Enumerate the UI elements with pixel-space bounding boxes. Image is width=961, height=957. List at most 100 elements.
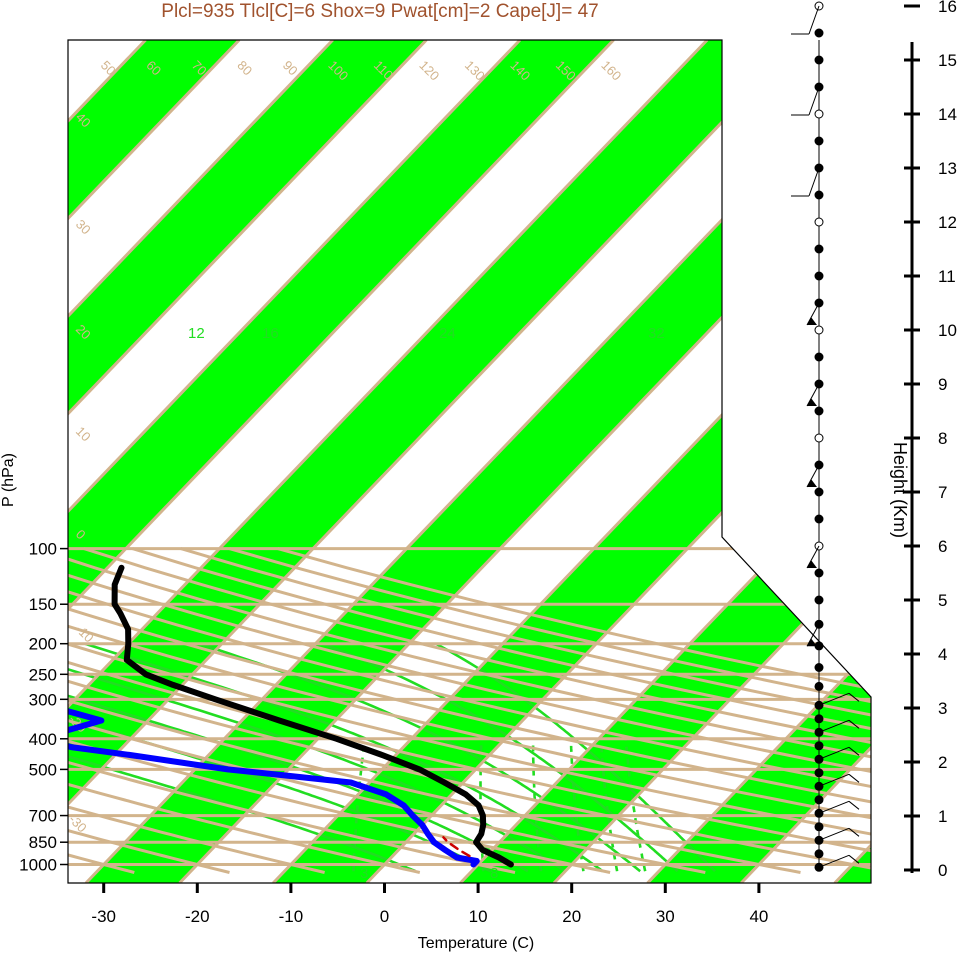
mixing-ratio-label: 8 xyxy=(490,865,498,882)
temperature-tick-label: 30 xyxy=(656,907,675,926)
height-tick-label: 12 xyxy=(938,213,957,232)
mixing-ratio-label: 3 xyxy=(360,865,368,882)
temperature-tick-label: 20 xyxy=(562,907,581,926)
wind-barb-dot xyxy=(814,136,824,146)
y-axis-title: P (hPa) xyxy=(0,453,17,507)
right-isotherm-label: 0 xyxy=(720,455,742,477)
temperature-tick-label: -10 xyxy=(279,907,304,926)
dry-adiabat-line xyxy=(68,547,230,874)
right-isotherm-label: 10 xyxy=(720,332,750,362)
height-tick-label: 2 xyxy=(938,753,947,772)
mixing-ratio-label: 16 xyxy=(262,325,279,342)
pressure-tick-label: 500 xyxy=(29,760,57,779)
temperature-tick-label: -20 xyxy=(185,907,210,926)
pressure-tick-label: 700 xyxy=(29,807,57,826)
mixing-ratio-label: 12 xyxy=(188,325,205,342)
wind-barb-dot xyxy=(814,487,824,497)
height-tick-label: 15 xyxy=(938,51,957,70)
wind-barb xyxy=(818,692,850,706)
dry-adiabat-line xyxy=(68,547,871,874)
wind-barb xyxy=(818,719,850,733)
dry-adiabat-line xyxy=(277,547,871,874)
isotherm-line xyxy=(272,40,871,883)
wind-barb-dot xyxy=(814,822,824,832)
height-tick-label: 8 xyxy=(938,429,947,448)
wind-barb-dot xyxy=(814,352,824,362)
height-tick-label: 16 xyxy=(938,0,957,16)
isotherm-line xyxy=(68,40,615,883)
wind-barb-flag xyxy=(848,773,860,783)
isotherm-line xyxy=(552,40,871,883)
height-tick-label: 13 xyxy=(938,159,957,178)
wind-barb-dot xyxy=(814,741,824,751)
top-isotherm-label: 80 xyxy=(234,58,255,79)
dry-adiabat-line xyxy=(68,547,801,874)
left-isotherm-label: -10 xyxy=(73,622,97,646)
isotherm-band xyxy=(460,40,871,883)
wind-barb-dot xyxy=(814,568,824,578)
wind-barb-dot xyxy=(814,28,824,38)
left-isotherm-label: 30 xyxy=(73,217,94,238)
wind-barb-flag xyxy=(848,800,860,810)
wind-barb-flag xyxy=(848,692,860,702)
chart-title: Plcl=935 Tlcl[C]=6 Shox=9 Pwat[cm]=2 Cap… xyxy=(161,1,598,22)
temperature-tick-label: 10 xyxy=(469,907,488,926)
wind-barb-dot xyxy=(814,849,824,859)
isotherm-line xyxy=(68,40,428,883)
pressure-tick-label: 850 xyxy=(29,833,57,852)
moist-adiabat-line xyxy=(68,642,567,873)
right-isotherm-label: -10 xyxy=(741,525,775,559)
x-axis-title: Temperature (C) xyxy=(418,935,534,952)
moist-adiabat-line xyxy=(84,642,604,873)
wind-barb-dot xyxy=(814,109,824,119)
wind-barb xyxy=(808,167,820,197)
wind-barb-dot xyxy=(814,795,824,805)
isotherm-band xyxy=(68,40,614,883)
right-isotherm-label: 20 xyxy=(720,226,750,256)
temperature-profile-line xyxy=(111,564,514,868)
top-isotherm-label: 120 xyxy=(416,58,442,84)
isotherm-band xyxy=(68,40,801,883)
height-tick-label: 9 xyxy=(938,375,947,394)
mixing-ratio-labels: 3 8 12 16 24 32 xyxy=(188,325,665,882)
isotherm-line xyxy=(68,40,802,883)
wind-barb-dot xyxy=(814,217,824,227)
height-tick-label: 5 xyxy=(938,591,947,610)
dry-adiabat-line xyxy=(68,547,871,874)
isotherm-lines xyxy=(68,40,871,883)
dewpoint-profile-line xyxy=(68,564,480,868)
right-isotherm-label: 30 xyxy=(720,119,750,149)
height-tick-label: 7 xyxy=(938,483,947,502)
dry-adiabat-line xyxy=(68,547,611,874)
dry-adiabat-line xyxy=(68,547,706,874)
dry-adiabat-line xyxy=(131,547,871,874)
wind-barb-dot xyxy=(814,244,824,254)
wind-barb-pennant xyxy=(807,317,817,325)
dry-adiabat-line xyxy=(68,547,871,874)
wind-barb-dot xyxy=(814,714,824,724)
pressure-tick-label: 250 xyxy=(29,665,57,684)
height-tick-label: 1 xyxy=(938,807,947,826)
wind-barb xyxy=(818,746,850,760)
wind-barb-pennant xyxy=(807,398,817,406)
dry-adiabat-line xyxy=(83,547,871,874)
dry-adiabat-line xyxy=(68,547,871,874)
wind-barb-dot xyxy=(814,271,824,281)
adiabat-lines xyxy=(68,547,871,874)
wind-barb-pennant xyxy=(807,638,817,647)
wind-barb-pennant xyxy=(807,560,817,568)
plot-frame xyxy=(67,39,872,884)
height-tick-label: 11 xyxy=(938,267,956,286)
wind-barb-dot xyxy=(814,55,824,65)
isotherm-line xyxy=(68,40,522,883)
wind-barb xyxy=(818,854,850,868)
dry-adiabat-line xyxy=(68,547,871,874)
sounding-profiles xyxy=(68,564,514,868)
isotherm-line xyxy=(68,40,241,883)
dry-adiabat-line xyxy=(68,547,871,874)
pressure-tick-label: 400 xyxy=(29,730,57,749)
wind-barb-dot xyxy=(814,768,824,778)
height-tick-label: 4 xyxy=(938,645,947,664)
